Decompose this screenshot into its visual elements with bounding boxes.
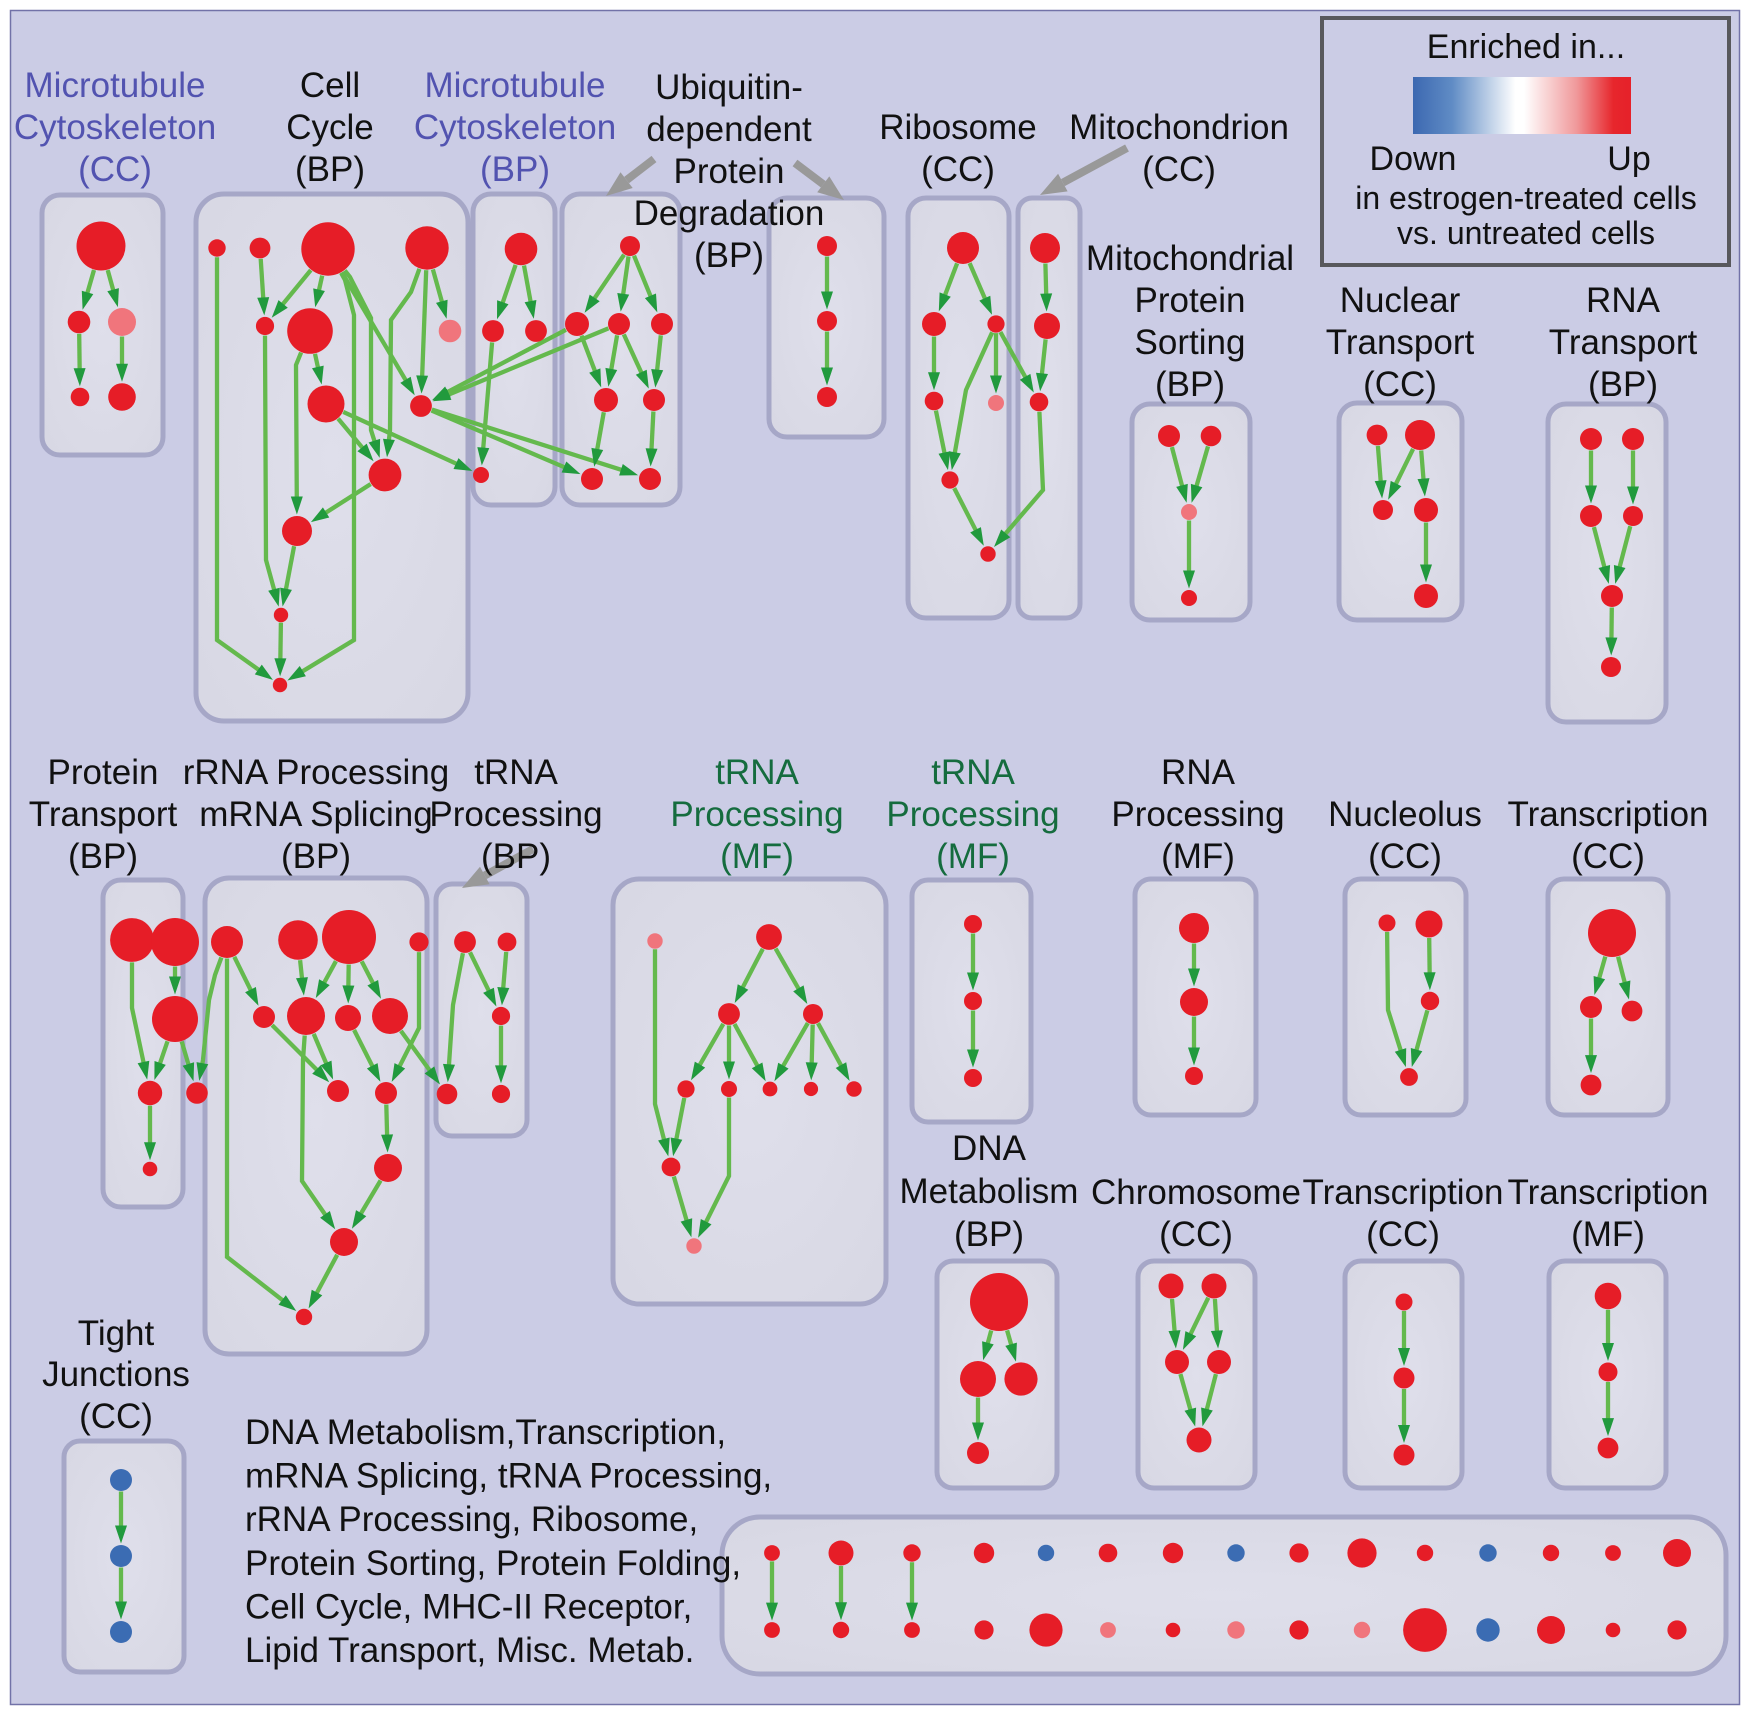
svg-text:(MF): (MF) [936, 837, 1010, 876]
svg-text:(MF): (MF) [1161, 837, 1235, 876]
svg-text:Tight: Tight [78, 1314, 155, 1353]
svg-text:Microtubule: Microtubule [25, 66, 206, 105]
svg-text:(CC): (CC) [921, 150, 995, 189]
svg-text:Ubiquitin-: Ubiquitin- [655, 68, 803, 107]
svg-text:Enriched in...: Enriched in... [1427, 28, 1625, 66]
svg-text:tRNA: tRNA [474, 753, 558, 792]
svg-text:Protein Sorting, Protein Foldi: Protein Sorting, Protein Folding, [245, 1544, 741, 1583]
svg-text:tRNA: tRNA [715, 753, 799, 792]
svg-text:(CC): (CC) [1142, 150, 1216, 189]
svg-text:rRNA Processing, Ribosome,: rRNA Processing, Ribosome, [245, 1500, 698, 1539]
svg-text:Cell: Cell [300, 66, 360, 105]
svg-text:Transcription: Transcription [1303, 1173, 1504, 1212]
svg-text:(CC): (CC) [1368, 837, 1442, 876]
svg-text:Junctions: Junctions [42, 1355, 190, 1394]
svg-text:Nucleolus: Nucleolus [1328, 795, 1482, 834]
svg-text:(MF): (MF) [720, 837, 794, 876]
svg-text:RNA: RNA [1161, 753, 1236, 792]
svg-text:Nuclear: Nuclear [1340, 281, 1461, 320]
svg-text:Sorting: Sorting [1135, 323, 1246, 362]
svg-text:(CC): (CC) [1363, 365, 1437, 404]
svg-text:(BP): (BP) [694, 236, 764, 275]
svg-text:Protein: Protein [48, 753, 159, 792]
svg-text:mRNA Splicing, tRNA Processing: mRNA Splicing, tRNA Processing, [245, 1457, 772, 1496]
svg-text:Microtubule: Microtubule [425, 66, 606, 105]
svg-text:Cytoskeleton: Cytoskeleton [414, 108, 616, 147]
svg-text:Cell Cycle, MHC-II Receptor,: Cell Cycle, MHC-II Receptor, [245, 1587, 692, 1626]
svg-text:vs. untreated cells: vs. untreated cells [1397, 215, 1655, 251]
svg-text:(BP): (BP) [281, 837, 351, 876]
svg-text:(BP): (BP) [1155, 365, 1225, 404]
svg-text:(BP): (BP) [481, 837, 551, 876]
svg-text:(BP): (BP) [68, 837, 138, 876]
svg-text:Up: Up [1607, 140, 1650, 178]
svg-text:Lipid Transport, Misc. Metab.: Lipid Transport, Misc. Metab. [245, 1631, 694, 1670]
svg-text:(CC): (CC) [1159, 1215, 1233, 1254]
svg-text:(CC): (CC) [1366, 1215, 1440, 1254]
svg-text:Down: Down [1370, 140, 1457, 178]
svg-text:Processing: Processing [1111, 795, 1284, 834]
svg-text:Cytoskeleton: Cytoskeleton [14, 108, 216, 147]
svg-text:Processing: Processing [886, 795, 1059, 834]
svg-text:Protein: Protein [674, 152, 785, 191]
svg-text:(CC): (CC) [78, 150, 152, 189]
svg-text:DNA: DNA [952, 1129, 1027, 1168]
svg-text:rRNA Processing: rRNA Processing [183, 753, 449, 792]
svg-text:Ribosome: Ribosome [879, 108, 1037, 147]
svg-text:Processing: Processing [670, 795, 843, 834]
svg-text:(BP): (BP) [954, 1215, 1024, 1254]
svg-text:dependent: dependent [646, 110, 812, 149]
svg-text:Transcription: Transcription [1508, 1173, 1709, 1212]
svg-text:Transport: Transport [29, 795, 178, 834]
svg-text:in estrogen-treated cells: in estrogen-treated cells [1355, 180, 1697, 216]
svg-text:Transport: Transport [1549, 323, 1698, 362]
svg-text:Transport: Transport [1326, 323, 1475, 362]
svg-text:Metabolism: Metabolism [900, 1172, 1079, 1211]
svg-text:Mitochondrial: Mitochondrial [1086, 239, 1294, 278]
svg-text:Chromosome: Chromosome [1091, 1173, 1301, 1212]
svg-text:RNA: RNA [1586, 281, 1661, 320]
svg-text:(BP): (BP) [1588, 365, 1658, 404]
svg-text:(CC): (CC) [1571, 837, 1645, 876]
svg-text:Mitochondrion: Mitochondrion [1069, 108, 1289, 147]
svg-text:(BP): (BP) [480, 150, 550, 189]
svg-text:(BP): (BP) [295, 150, 365, 189]
svg-text:Transcription: Transcription [1508, 795, 1709, 834]
svg-text:Cycle: Cycle [286, 108, 374, 147]
svg-text:Processing: Processing [429, 795, 602, 834]
svg-text:Protein: Protein [1135, 281, 1246, 320]
svg-text:tRNA: tRNA [931, 753, 1015, 792]
svg-text:Degradation: Degradation [634, 194, 825, 233]
svg-text:mRNA Splicing: mRNA Splicing [199, 795, 432, 834]
svg-text:(MF): (MF) [1571, 1215, 1645, 1254]
svg-text:(CC): (CC) [79, 1397, 153, 1436]
svg-text:DNA Metabolism,Transcription,: DNA Metabolism,Transcription, [245, 1413, 726, 1452]
